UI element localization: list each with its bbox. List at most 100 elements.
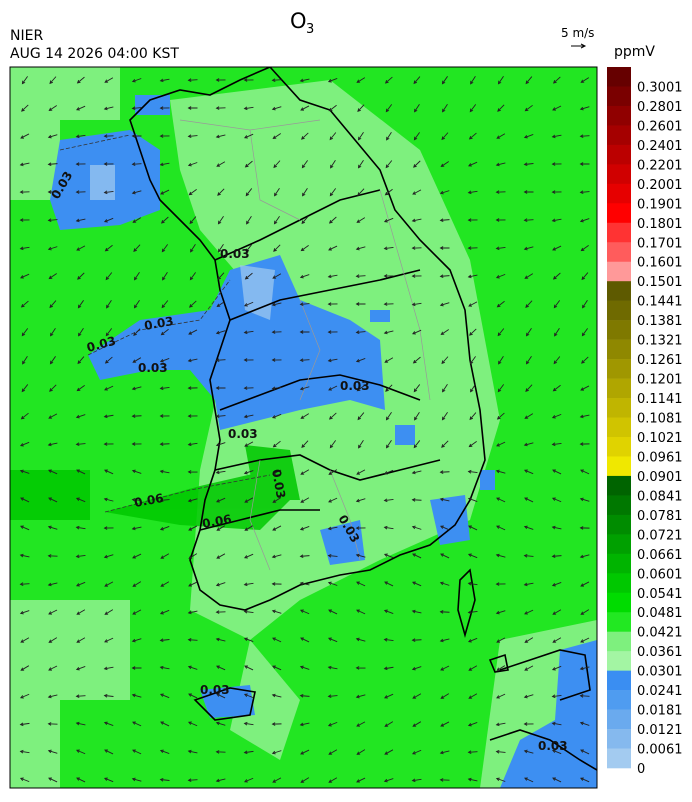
wind-arrow (103, 134, 114, 138)
wind-arrow (19, 749, 30, 754)
wind-arrow (103, 666, 114, 671)
wind-arrow (48, 469, 58, 475)
wind-arrow (103, 526, 114, 530)
wind-arrow (412, 721, 422, 727)
colorbar-swatch (607, 631, 631, 652)
wind-arrow (580, 749, 590, 755)
wind-arrow (300, 777, 310, 783)
wind-arrow (411, 609, 422, 614)
wind-arrow (496, 637, 506, 643)
colorbar-swatch (607, 436, 631, 457)
wind-arrow (357, 160, 364, 169)
wind-arrow (20, 637, 30, 643)
wind-arrow (187, 386, 198, 390)
wind-arrow (160, 581, 170, 587)
wind-arrow (385, 384, 393, 392)
wind-arrow (215, 414, 226, 419)
wind-arrow (243, 693, 254, 699)
wind-arrow (47, 442, 58, 447)
wind-arrow (356, 721, 366, 727)
wind-arrow (132, 217, 142, 223)
wind-arrow (355, 358, 366, 363)
wind-arrow (523, 553, 534, 558)
wind-arrow (75, 749, 86, 755)
colorbar-swatch (607, 261, 631, 282)
wind-arrow (131, 469, 142, 474)
wind-arrow (579, 162, 590, 166)
map: 0.030.030.030.030.030.030.030.030.030.03… (10, 67, 597, 788)
wind-arrow (48, 637, 58, 643)
colorbar-label: 0 (637, 762, 645, 777)
wind-arrow (301, 132, 309, 140)
wind-arrow (411, 525, 422, 530)
wind-arrow (412, 329, 422, 335)
wind-arrow (551, 497, 562, 503)
wind-arrow (495, 273, 506, 279)
wind-arrow (495, 777, 506, 782)
wind-arrow (78, 327, 84, 337)
wind-arrow (467, 469, 478, 474)
wind-arrow (77, 356, 85, 365)
wind-arrow (187, 749, 198, 754)
wind-arrow (189, 272, 196, 281)
wind-arrow (131, 414, 142, 418)
wind-arrow (581, 356, 589, 364)
wind-arrow (103, 442, 114, 446)
wind-arrow (441, 132, 449, 141)
wind-arrow (412, 356, 421, 364)
wind-arrow (468, 665, 478, 671)
wind-arrow (104, 385, 114, 391)
colorbar-swatch (607, 183, 631, 204)
wind-arrow (132, 357, 142, 363)
title: O (290, 9, 307, 33)
wind-arrow (271, 750, 282, 755)
wind-arrow (217, 188, 225, 196)
wind-arrow (76, 609, 86, 615)
colorbar-swatch (607, 592, 631, 613)
wind-arrow (159, 525, 170, 531)
wind-arrow (383, 274, 394, 278)
wind-arrow (131, 78, 142, 83)
wind-arrow (551, 218, 562, 223)
wind-arrow (467, 190, 478, 195)
wind-arrow (300, 105, 310, 111)
colorbar-label: 0.2401 (637, 139, 683, 154)
wind-arrow (469, 356, 476, 365)
wind-arrow (215, 721, 226, 726)
wind-arrow (189, 300, 197, 308)
wind-arrow (384, 76, 393, 84)
wind-arrow (104, 637, 114, 643)
wind-arrow (243, 637, 254, 643)
wind-arrow (440, 721, 450, 727)
title-subscript: 3 (306, 22, 314, 37)
wind-arrow (21, 76, 28, 85)
wind-arrow (328, 104, 337, 112)
wind-arrow (551, 162, 562, 166)
wind-arrow (411, 498, 422, 502)
wind-arrow (75, 134, 86, 139)
wind-arrow (188, 581, 198, 587)
wind-arrow (384, 721, 394, 727)
wind-arrow (384, 357, 394, 363)
wind-arrow (132, 553, 142, 559)
colorbar-label: 0.0121 (637, 723, 683, 738)
wind-arrow (103, 777, 114, 783)
wind-arrow (411, 638, 422, 642)
unit: ppmV (614, 44, 655, 60)
wind-arrow (383, 637, 394, 642)
wind-arrow (467, 218, 478, 222)
colorbar-label: 0.0181 (637, 704, 683, 719)
wind-arrow (103, 414, 114, 419)
wind-arrow (216, 553, 226, 559)
wind-arrow (468, 132, 477, 140)
wind-arrow (159, 693, 170, 699)
wind-arrow (328, 245, 338, 251)
wind-arrow (467, 274, 478, 279)
wind-arrow (272, 440, 281, 448)
wind-arrow (356, 581, 366, 587)
wind-arrow (327, 77, 338, 83)
wind-arrow (49, 76, 57, 85)
colorbar-label: 0.1141 (637, 392, 683, 407)
wind-arrow (76, 385, 85, 392)
wind-arrow (272, 665, 282, 671)
